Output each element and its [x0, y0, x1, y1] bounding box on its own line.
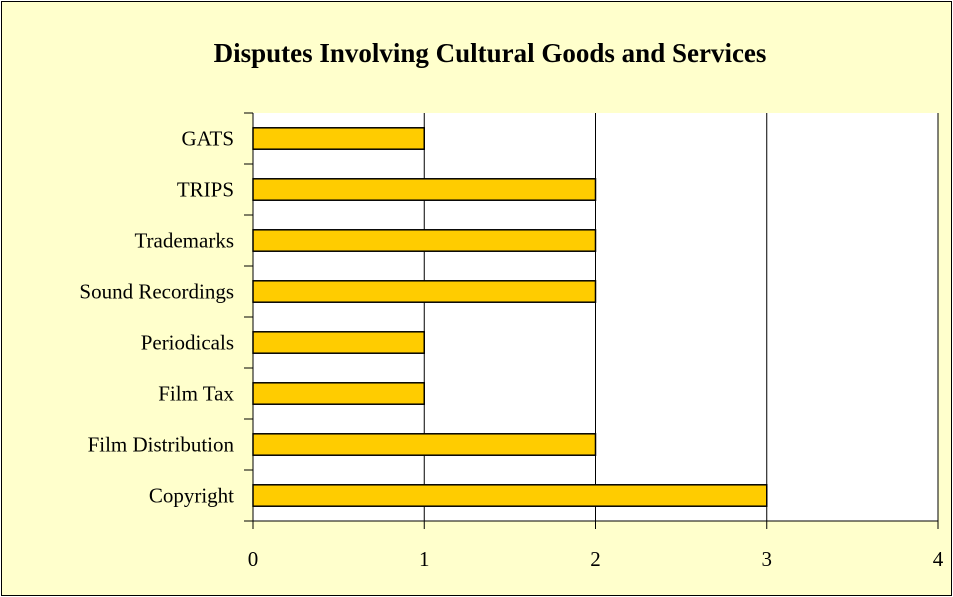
category-labels: GATS TRIPS Trademarks Sound Recordings Perio…	[79, 127, 234, 508]
bar-trademarks	[252, 229, 597, 252]
x-tick-label: 2	[590, 547, 601, 571]
bar-gats	[252, 127, 425, 150]
x-tick-label: 0	[248, 547, 259, 571]
category-label: Sound Recordings	[79, 280, 234, 304]
bars	[252, 127, 768, 507]
bar-film-tax	[252, 382, 425, 405]
category-label: Copyright	[149, 484, 234, 508]
x-tick-label: 4	[933, 547, 944, 571]
bar-trips	[252, 178, 597, 201]
category-label: Film Distribution	[88, 433, 235, 457]
x-tick-labels: 0 1 2 3 4	[248, 547, 944, 571]
x-tick-label: 3	[762, 547, 773, 571]
x-tick-label: 1	[419, 547, 430, 571]
bar-film-distribution	[252, 433, 597, 456]
category-label: TRIPS	[177, 178, 234, 202]
category-label: Trademarks	[134, 229, 234, 253]
bar-sound-recordings	[252, 280, 597, 303]
category-label: Periodicals	[141, 331, 234, 355]
bar-copyright	[252, 484, 768, 507]
category-label: Film Tax	[158, 382, 234, 406]
bar-periodicals	[252, 331, 425, 354]
category-label: GATS	[181, 127, 234, 151]
chart-title: Disputes Involving Cultural Goods and Se…	[214, 38, 767, 68]
